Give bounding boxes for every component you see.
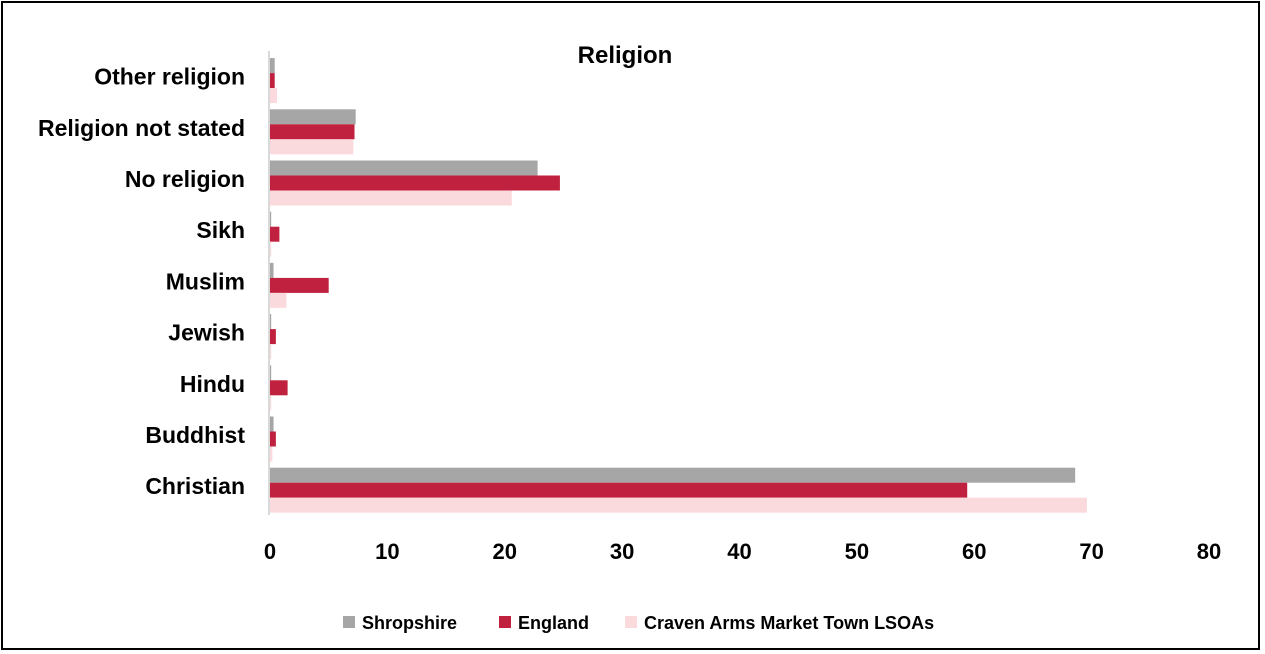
category-label-jewish: Jewish: [168, 320, 245, 346]
bar-shropshire-muslim: [270, 262, 274, 278]
bar-craven-arms-market-town-lsoas-jewish: [270, 344, 272, 360]
bar-england-no-religion: [270, 175, 560, 191]
bar-craven-arms-market-town-lsoas-buddhist: [270, 446, 273, 462]
legend-swatch-england: [499, 616, 511, 628]
bar-craven-arms-market-town-lsoas-muslim: [270, 292, 287, 308]
bar-shropshire-jewish: [270, 314, 272, 330]
category-label-other-religion: Other religion: [94, 64, 245, 90]
x-tick-label: 30: [610, 539, 634, 564]
category-label-no-religion: No religion: [125, 166, 245, 192]
x-tick-label: 50: [845, 539, 869, 564]
bar-england-buddhist: [270, 431, 276, 447]
bar-shropshire-other-religion: [270, 58, 275, 74]
bar-craven-arms-market-town-lsoas-christian: [270, 497, 1087, 513]
bar-craven-arms-market-town-lsoas-religion-not-stated: [270, 139, 354, 155]
bars-layer: [270, 58, 1087, 513]
legend-label-shropshire: Shropshire: [362, 613, 457, 633]
bar-shropshire-christian: [270, 467, 1076, 483]
bar-craven-arms-market-town-lsoas-other-religion: [270, 88, 278, 104]
x-tick-label: 70: [1079, 539, 1103, 564]
bar-shropshire-no-religion: [270, 160, 538, 176]
bar-england-muslim: [270, 277, 329, 293]
bar-england-hindu: [270, 380, 288, 396]
category-label-christian: Christian: [145, 473, 245, 499]
category-labels: Other religion Religion not stated No reli…: [38, 64, 245, 500]
bar-england-christian: [270, 482, 968, 498]
bar-craven-arms-market-town-lsoas-sikh: [270, 241, 272, 257]
bar-shropshire-religion-not-stated: [270, 109, 356, 125]
x-tick-label: 80: [1197, 539, 1221, 564]
category-label-religion-not-stated: Religion not stated: [38, 115, 245, 141]
legend-swatch-shropshire: [343, 616, 355, 628]
bar-shropshire-hindu: [270, 365, 272, 381]
category-label-muslim: Muslim: [166, 268, 245, 294]
bar-england-sikh: [270, 226, 280, 242]
bar-shropshire-sikh: [270, 211, 272, 227]
category-label-sikh: Sikh: [196, 217, 245, 243]
x-tick-label: 10: [375, 539, 399, 564]
category-label-hindu: Hindu: [180, 371, 245, 397]
x-tick-label: 20: [493, 539, 517, 564]
legend-label-craven-arms-market-town-lsoas: Craven Arms Market Town LSOAs: [644, 613, 934, 633]
legend-swatch-craven-arms-market-town-lsoas: [625, 616, 637, 628]
legend: Shropshire England Craven Arms Market Town…: [343, 613, 934, 633]
x-tick-label: 60: [962, 539, 986, 564]
category-label-buddhist: Buddhist: [145, 422, 245, 448]
legend-label-england: England: [518, 613, 589, 633]
x-tick-label: 40: [727, 539, 751, 564]
religion-bar-chart: Religion Other religion Religion not stat…: [38, 42, 1221, 633]
chart-title: Religion: [578, 42, 673, 69]
x-tick-label: 0: [264, 539, 276, 564]
bar-england-jewish: [270, 329, 276, 345]
bar-craven-arms-market-town-lsoas-hindu: [270, 395, 272, 411]
bar-england-religion-not-stated: [270, 124, 355, 140]
bar-shropshire-buddhist: [270, 416, 274, 432]
x-tick-labels: 0 10 20 30 40 50 60 70 80: [264, 539, 1221, 564]
bar-craven-arms-market-town-lsoas-no-religion: [270, 190, 512, 206]
bar-england-other-religion: [270, 73, 275, 89]
